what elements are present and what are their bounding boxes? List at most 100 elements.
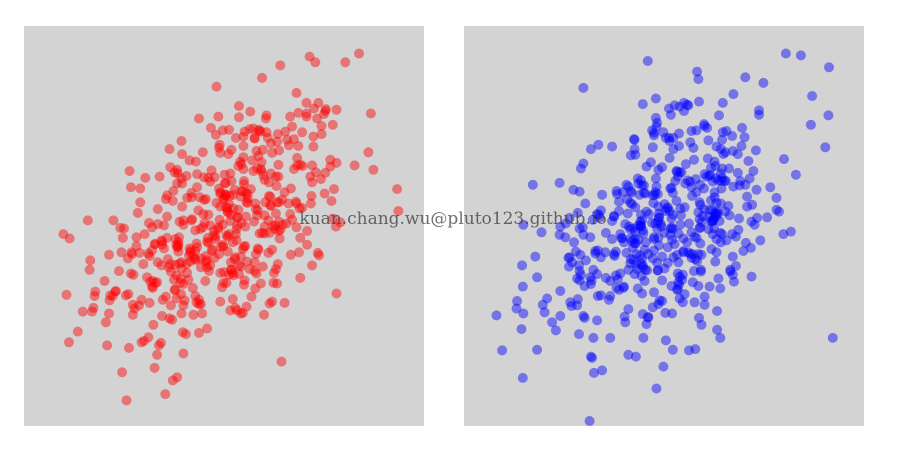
- scatter-point: [625, 254, 636, 265]
- scatter-point: [578, 311, 589, 321]
- scatter-point: [696, 217, 707, 228]
- scatter-point: [697, 211, 708, 221]
- scatter-point: [148, 319, 159, 330]
- scatter-point: [181, 259, 192, 270]
- scatter-point: [668, 144, 679, 155]
- scatter-point: [705, 216, 716, 226]
- scatter-point: [670, 176, 681, 186]
- scatter-point: [142, 272, 153, 283]
- scatter-point: [629, 238, 640, 249]
- scatter-point: [285, 183, 296, 194]
- scatter-point: [568, 184, 579, 195]
- scatter-point: [699, 299, 710, 310]
- scatter-point: [265, 199, 276, 210]
- scatter-point: [659, 263, 670, 274]
- scatter-point: [252, 163, 263, 174]
- scatter-point: [628, 254, 639, 265]
- scatter-point: [649, 234, 659, 245]
- scatter-point: [693, 74, 704, 85]
- scatter-point: [224, 199, 234, 210]
- scatter-point: [272, 129, 283, 140]
- scatter-point: [160, 389, 171, 400]
- scatter-point: [637, 180, 648, 191]
- scatter-point: [215, 296, 226, 307]
- scatter-point: [584, 416, 595, 426]
- scatter-point: [274, 197, 284, 208]
- scatter-point: [178, 215, 189, 226]
- scatter-point: [159, 243, 169, 254]
- scatter-point: [641, 206, 652, 217]
- scatter-point: [665, 183, 676, 194]
- scatter-point: [227, 267, 238, 278]
- scatter-point: [261, 127, 272, 138]
- scatter-point: [171, 270, 182, 281]
- scatter-point: [623, 349, 634, 360]
- scatter-point: [197, 147, 208, 158]
- scatter-point: [721, 126, 732, 136]
- scatter-point: [152, 219, 163, 230]
- scatter-point: [219, 178, 230, 189]
- scatter-point: [297, 202, 308, 213]
- scatter-point: [730, 261, 741, 271]
- scatter-point: [217, 239, 228, 250]
- scatter-point: [143, 248, 154, 259]
- scatter-point: [393, 206, 404, 216]
- scatter-point: [685, 137, 696, 148]
- scatter-point: [274, 145, 284, 156]
- scatter-point: [185, 245, 196, 256]
- scatter-point: [90, 286, 101, 297]
- scatter-point: [264, 298, 275, 309]
- scatter-point: [678, 233, 689, 244]
- scatter-point: [179, 295, 190, 306]
- scatter-point: [585, 232, 596, 243]
- scatter-point: [668, 252, 679, 263]
- scatter-point: [647, 253, 658, 264]
- scatter-point: [226, 144, 237, 155]
- scatter-point: [597, 189, 608, 200]
- scatter-point: [217, 282, 228, 293]
- scatter-point: [695, 266, 706, 277]
- scatter-point: [696, 249, 707, 260]
- scatter-point: [178, 279, 189, 290]
- scatter-point: [225, 257, 236, 268]
- scatter-point: [144, 297, 155, 308]
- scatter-point: [824, 62, 834, 73]
- scatter-point: [614, 196, 624, 207]
- scatter-point: [595, 252, 606, 263]
- scatter-point: [642, 265, 653, 276]
- scatter-point: [275, 60, 286, 71]
- scatter-point: [224, 269, 234, 280]
- scatter-point: [186, 215, 197, 226]
- scatter-point: [195, 299, 206, 310]
- scatter-point: [748, 166, 759, 176]
- scatter-point: [173, 240, 184, 251]
- scatter-point: [181, 171, 192, 181]
- scatter-point: [238, 131, 249, 142]
- scatter-point: [679, 97, 689, 108]
- scatter-point: [673, 228, 684, 239]
- scatter-point: [635, 209, 646, 220]
- scatter-point: [677, 269, 688, 280]
- scatter-point: [578, 82, 589, 93]
- scatter-point: [88, 302, 99, 313]
- scatter-point: [630, 202, 641, 213]
- scatter-point: [727, 229, 738, 240]
- scatter-point: [257, 72, 268, 83]
- scatter-point: [218, 194, 229, 205]
- scatter-point: [622, 208, 633, 219]
- scatter-point: [157, 294, 168, 305]
- scatter-point: [239, 126, 250, 137]
- scatter-point: [249, 216, 259, 227]
- scatter-point: [715, 227, 726, 238]
- scatter-point: [653, 164, 664, 175]
- scatter-point: [724, 163, 734, 174]
- scatter-point: [542, 293, 553, 304]
- scatter-point: [275, 224, 286, 235]
- scatter-point: [594, 212, 605, 223]
- scatter-point: [693, 207, 704, 218]
- scatter-point: [632, 173, 643, 184]
- scatter-point: [779, 154, 789, 165]
- scatter-point: [194, 113, 204, 124]
- scatter-point: [771, 204, 782, 215]
- scatter-point: [295, 232, 306, 243]
